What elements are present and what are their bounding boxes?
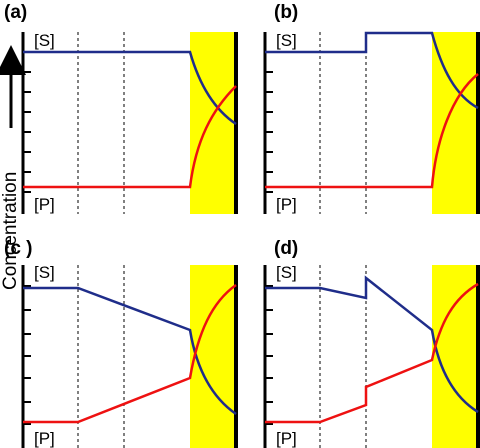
top-label: [S] bbox=[276, 31, 297, 50]
bottom-label: [P] bbox=[34, 429, 55, 448]
y-axis-title: Concentration bbox=[0, 172, 21, 290]
panel-label: (c ) bbox=[4, 238, 33, 259]
top-label: [S] bbox=[276, 263, 297, 282]
reaction-zone-highlight bbox=[432, 265, 478, 448]
reaction-zone-highlight bbox=[432, 32, 478, 214]
panel-label: (d) bbox=[274, 238, 298, 259]
bottom-label: [P] bbox=[276, 429, 297, 448]
panel-label: (a) bbox=[4, 2, 27, 23]
panel-b: (b) [S] [P] bbox=[263, 2, 480, 214]
bottom-label: [P] bbox=[276, 195, 297, 214]
substrate-curve bbox=[23, 286, 237, 416]
product-curve bbox=[23, 283, 237, 424]
panel-c: (c ) [S] [P] bbox=[4, 238, 238, 448]
product-curve bbox=[265, 282, 479, 424]
panel-d: (d) [S] [P] bbox=[263, 238, 480, 448]
substrate-curve bbox=[23, 50, 237, 126]
product-curve bbox=[265, 73, 479, 189]
y-axis-title-group: Concentration bbox=[0, 45, 26, 290]
substrate-curve bbox=[265, 31, 479, 110]
panel-a: (a) [S] [P] bbox=[4, 2, 238, 214]
top-label: [S] bbox=[34, 31, 55, 50]
y-axis-ticks bbox=[23, 285, 31, 425]
reaction-zone-highlight bbox=[190, 32, 236, 214]
panel-label: (b) bbox=[274, 2, 298, 23]
substrate-curve bbox=[265, 275, 479, 414]
top-label: [S] bbox=[34, 263, 55, 282]
product-curve bbox=[23, 85, 237, 189]
y-axis-ticks bbox=[265, 285, 273, 425]
reaction-zone-highlight bbox=[190, 265, 236, 448]
bottom-label: [P] bbox=[34, 195, 55, 214]
